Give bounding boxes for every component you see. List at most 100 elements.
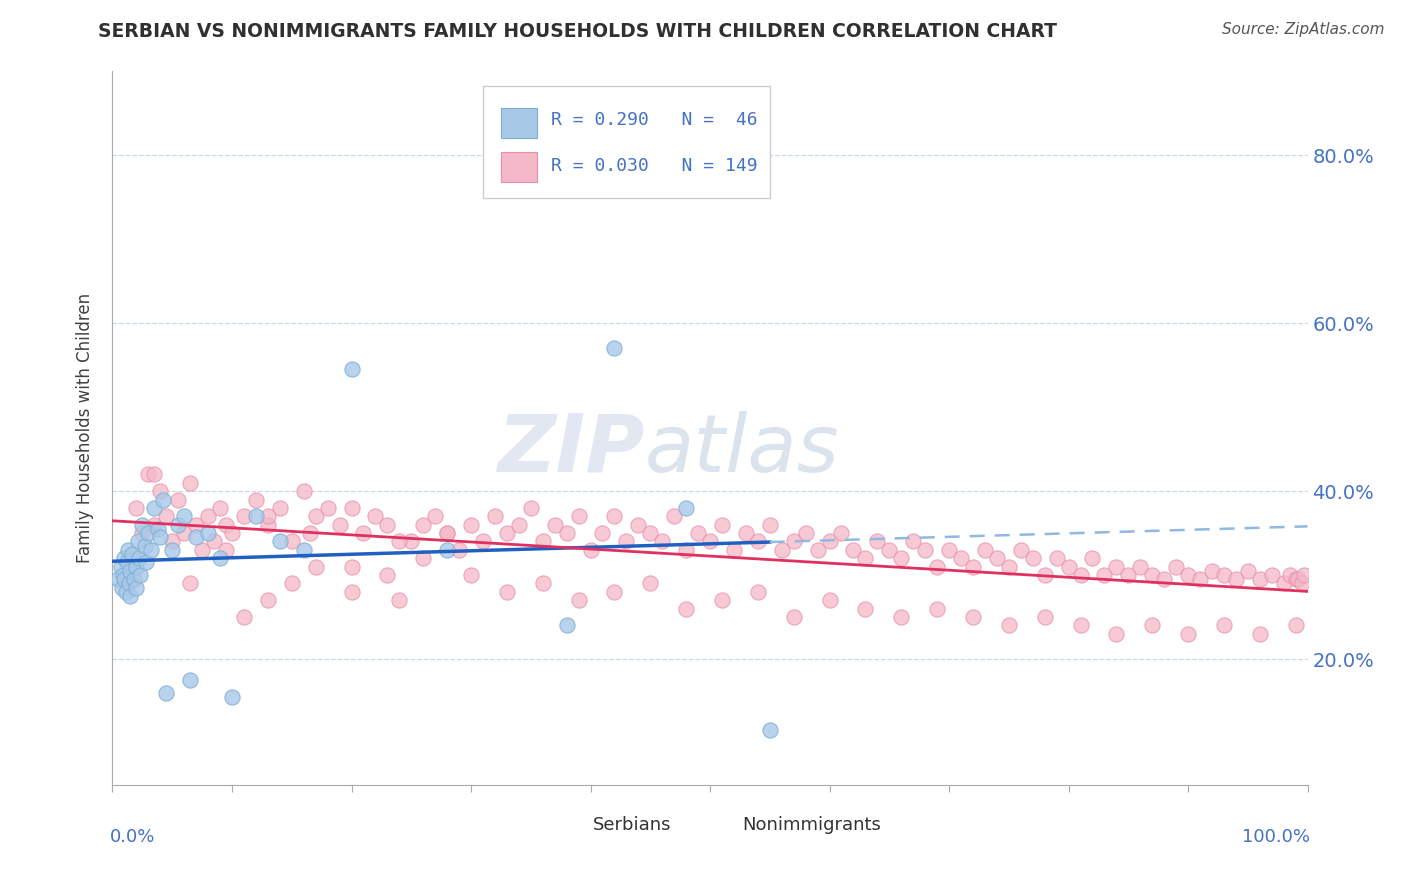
Point — [831, 526, 853, 541]
Point — [122, 572, 145, 586]
Point — [292, 484, 315, 499]
Point — [149, 530, 172, 544]
Point — [1142, 618, 1164, 632]
Point — [197, 526, 219, 541]
Point — [890, 551, 912, 566]
Point — [735, 526, 758, 541]
Point — [125, 500, 148, 515]
Point — [191, 542, 214, 557]
Point — [1033, 610, 1056, 624]
Point — [1291, 576, 1313, 591]
Text: 0.0%: 0.0% — [110, 828, 156, 846]
Text: Source: ZipAtlas.com: Source: ZipAtlas.com — [1222, 22, 1385, 37]
Point — [938, 542, 960, 557]
Point — [759, 517, 782, 532]
Point — [747, 585, 769, 599]
Point — [484, 509, 506, 524]
Point — [221, 690, 243, 704]
Point — [1225, 572, 1247, 586]
Point — [155, 685, 177, 699]
Point — [281, 576, 304, 591]
Point — [128, 551, 150, 566]
Point — [603, 585, 626, 599]
Point — [1237, 564, 1260, 578]
Point — [129, 568, 152, 582]
Point — [460, 568, 482, 582]
Point — [221, 526, 243, 541]
Bar — [501, 152, 537, 182]
Point — [1105, 559, 1128, 574]
Point — [1249, 627, 1271, 641]
Point — [269, 534, 291, 549]
Point — [352, 526, 374, 541]
Point — [114, 572, 135, 586]
Point — [627, 517, 650, 532]
Point — [818, 534, 841, 549]
Point — [890, 610, 912, 624]
Point — [460, 517, 482, 532]
Point — [215, 542, 238, 557]
Point — [903, 534, 925, 549]
Point — [711, 517, 734, 532]
Point — [1272, 576, 1295, 591]
Point — [1213, 618, 1236, 632]
Point — [1129, 559, 1152, 574]
Point — [531, 576, 554, 591]
Point — [115, 556, 138, 570]
Point — [807, 542, 830, 557]
Point — [257, 517, 280, 532]
Point — [555, 618, 578, 632]
Point — [152, 492, 174, 507]
Point — [139, 542, 162, 557]
Point — [215, 517, 238, 532]
Point — [305, 559, 328, 574]
Point — [1166, 559, 1188, 574]
Point — [436, 542, 458, 557]
Point — [179, 475, 201, 490]
Point — [1046, 551, 1069, 566]
Point — [155, 509, 177, 524]
Point — [927, 559, 949, 574]
Point — [1094, 568, 1116, 582]
Point — [879, 542, 901, 557]
Point — [568, 509, 591, 524]
Point — [162, 542, 183, 557]
Point — [998, 618, 1021, 632]
Point — [950, 551, 973, 566]
Point — [651, 534, 673, 549]
Point — [112, 568, 135, 582]
Point — [1278, 568, 1301, 582]
Point — [1070, 618, 1092, 632]
Point — [998, 559, 1021, 574]
Point — [114, 585, 136, 599]
Point — [179, 576, 201, 591]
Text: 100.0%: 100.0% — [1241, 828, 1310, 846]
Point — [143, 500, 166, 515]
Point — [1022, 551, 1045, 566]
Point — [1070, 568, 1092, 582]
Point — [974, 542, 997, 557]
Point — [401, 534, 423, 549]
Point — [111, 581, 134, 595]
Point — [675, 542, 697, 557]
Point — [425, 509, 447, 524]
Point — [1033, 568, 1056, 582]
Point — [1213, 568, 1236, 582]
Point — [329, 517, 352, 532]
Point — [747, 534, 769, 549]
Point — [179, 673, 201, 687]
Point — [245, 492, 267, 507]
Point — [1261, 568, 1284, 582]
Point — [818, 593, 841, 607]
Point — [233, 509, 256, 524]
Point — [412, 517, 434, 532]
Point — [364, 509, 387, 524]
Point — [1249, 572, 1271, 586]
Point — [1285, 572, 1308, 586]
Point — [914, 542, 936, 557]
Point — [298, 526, 321, 541]
Point — [340, 500, 363, 515]
Point — [114, 551, 135, 566]
Point — [110, 559, 132, 574]
Point — [1010, 542, 1032, 557]
